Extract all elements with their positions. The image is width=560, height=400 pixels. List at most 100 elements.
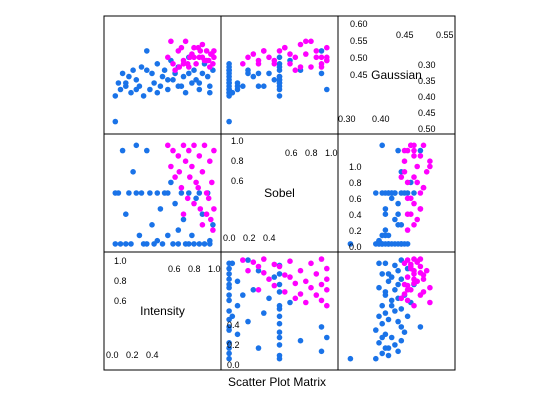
data-point-group_b-18-r2c2 (404, 282, 411, 289)
data-point-group_b-5-r1c0 (186, 147, 192, 154)
data-point-group_a-33-r2c2 (395, 267, 401, 274)
data-point-group_a-7-r2c1 (297, 337, 304, 344)
data-point-group_b-11-r0c1 (324, 57, 330, 64)
data-point-group_a-20-r0c0 (165, 86, 171, 93)
data-point-group_b-13-r1c0 (207, 158, 213, 164)
data-point-group_b-12-r2c2 (417, 263, 424, 270)
tick-sobel-upper-2: 1.0 (231, 136, 244, 146)
data-point-group_a-40-r0c0 (133, 86, 140, 93)
data-point-group_a-46-r2c1 (276, 271, 283, 277)
data-point-group_b-28-r0c0 (205, 57, 212, 64)
tick-side-1-2-5: 1.0 (349, 162, 362, 172)
data-point-group_a-12-r2c1 (318, 324, 325, 330)
data-point-group_a-38-r1c2 (373, 190, 379, 196)
data-point-group_a-13-r1c0 (147, 190, 153, 196)
data-point-group_b-22-r1c2 (414, 216, 421, 223)
data-point-group_b-7-r1c0 (191, 142, 197, 149)
data-point-group_a-28-r2c1 (276, 281, 283, 288)
tick-gaussian-upper-3: 0.60 (350, 19, 368, 29)
tick-intensity-bottom-0: 0.0 (106, 350, 119, 360)
data-point-group_a-7-r1c0 (130, 169, 136, 175)
data-point-group_a-39-r1c2 (385, 241, 392, 247)
data-point-group_a-47-r2c2 (376, 260, 382, 267)
data-point-group_a-26-r1c2 (392, 216, 398, 223)
data-point-group_a-0-r0c0 (112, 118, 119, 125)
data-point-group_b-25-r1c0 (176, 169, 183, 175)
data-point-group_b-10-r2c1 (297, 267, 304, 274)
data-point-group_a-14-r1c0 (149, 222, 155, 228)
data-point-group_a-42-r2c1 (229, 313, 236, 320)
data-point-group_b-22-r2c1 (250, 259, 257, 266)
data-point-group_a-36-r0c0 (207, 83, 213, 89)
data-point-group_a-0-r1c0 (112, 241, 119, 247)
data-point-group_b-26-r0c0 (187, 54, 193, 61)
data-point-group_a-37-r1c2 (398, 222, 405, 228)
data-point-group_b-11-r1c0 (201, 142, 208, 149)
data-point-group_b-18-r2c1 (271, 282, 278, 289)
data-point-group_a-1-r0c0 (115, 80, 122, 86)
data-point-group_a-32-r0c0 (196, 86, 203, 93)
data-point-group_b-8-r1c0 (193, 179, 199, 186)
tick-sobel-top-0: 0.6 (285, 148, 298, 158)
data-point-group_a-44-r1c0 (175, 227, 182, 233)
data-point-group_b-6-r1c0 (189, 163, 195, 170)
data-point-group_b-27-r0c0 (195, 44, 201, 51)
data-point-group_b-13-r0c1 (308, 64, 314, 70)
data-point-group_b-7-r2c2 (420, 276, 427, 283)
data-point-group_b-31-r1c0 (199, 222, 206, 228)
data-point-group_b-29-r0c1 (261, 48, 267, 54)
data-point-group_b-5-r2c1 (318, 281, 325, 288)
data-point-group_b-15-r1c0 (211, 147, 217, 154)
data-point-group_a-26-r0c1 (250, 73, 257, 80)
data-point-group_a-17-r2c1 (261, 310, 267, 316)
data-point-group_b-30-r2c1 (255, 287, 262, 293)
data-point-group_b-30-r1c2 (404, 211, 411, 217)
data-point-group_a-3-r1c0 (119, 147, 126, 154)
data-point-group_a-29-r1c2 (385, 232, 392, 239)
data-point-group_b-27-r2c2 (420, 272, 427, 278)
data-point-group_b-26-r2c1 (292, 280, 299, 287)
diagonal-label-sobel: Sobel (264, 186, 295, 200)
x-axis-label: Scatter Plot Matrix (228, 375, 326, 389)
data-point-group_a-25-r2c1 (276, 289, 283, 295)
data-point-group_b-12-r0c0 (203, 48, 210, 54)
data-point-group_a-17-r1c0 (157, 206, 164, 212)
data-point-group_a-30-r2c2 (398, 276, 405, 283)
data-point-group_b-8-r1c2 (404, 179, 411, 186)
data-point-group_a-45-r0c1 (226, 70, 232, 77)
data-point-group_a-20-r1c2 (379, 232, 386, 239)
data-point-group_a-7-r2c2 (398, 337, 405, 344)
data-point-group_b-17-r2c2 (420, 289, 427, 295)
data-point-group_a-26-r2c1 (250, 287, 257, 293)
tick-side-1-2-3: 0.6 (349, 194, 362, 204)
data-point-group_b-17-r0c0 (178, 44, 185, 51)
data-point-group_a-2-r2c2 (379, 350, 386, 357)
tick-side-1-2-4: 0.8 (349, 178, 362, 188)
data-point-group_a-16-r1c0 (154, 190, 161, 196)
data-point-group_a-4-r2c1 (255, 345, 262, 351)
data-point-group_a-16-r2c2 (404, 313, 411, 320)
data-point-group_b-4-r2c1 (308, 284, 314, 291)
data-point-group_b-2-r1c2 (417, 153, 424, 159)
data-point-group_b-25-r1c2 (401, 169, 408, 175)
data-point-group_a-20-r2c1 (234, 302, 241, 309)
data-point-group_a-41-r1c0 (144, 241, 150, 247)
data-point-group_a-40-r0c1 (324, 86, 330, 93)
data-point-group_b-23-r1c2 (404, 227, 411, 233)
data-point-group_a-15-r0c0 (151, 80, 157, 86)
data-point-group_b-6-r0c1 (303, 51, 309, 57)
data-point-group_a-42-r0c0 (154, 89, 161, 96)
data-point-group_b-21-r1c0 (203, 211, 210, 217)
data-point-group_b-9-r0c1 (313, 54, 320, 61)
tick-gaussian-upper-1: 0.50 (350, 53, 368, 63)
panel-2-2 (337, 251, 456, 371)
data-point-group_a-31-r2c1 (271, 274, 278, 280)
data-point-group_b-31-r2c2 (411, 267, 417, 274)
data-point-group_a-43-r2c1 (276, 302, 283, 309)
tick-sobel-bottom-1: 0.2 (243, 233, 256, 243)
data-point-group_a-39-r2c1 (226, 345, 232, 351)
data-point-group_b-24-r1c0 (168, 163, 174, 170)
data-point-group_b-6-r1c2 (414, 163, 421, 170)
data-point-group_b-26-r1c0 (187, 174, 193, 180)
data-point-group_b-4-r1c2 (427, 158, 433, 164)
